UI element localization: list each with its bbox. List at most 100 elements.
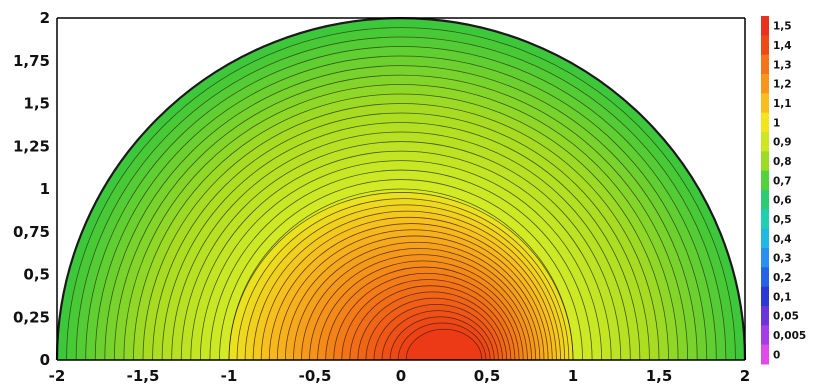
colorbar-swatch	[761, 248, 769, 268]
y-tick-label: 1	[40, 180, 50, 198]
inner-contour-line	[276, 229, 549, 361]
inner-contour-line	[349, 285, 512, 361]
inner-contour-line	[365, 297, 503, 361]
colorbar-swatch	[761, 209, 769, 230]
x-tick-label: 0	[396, 367, 406, 385]
y-tick-labels: 0 0,25 0,5 0,75 1 1,25 1,5 1,75 2	[13, 9, 50, 369]
colorbar-swatch	[761, 190, 769, 210]
colorbar-label: 0,9	[773, 137, 792, 149]
x-tick-label: 1	[568, 367, 578, 385]
outer-contour-line	[190, 150, 612, 361]
colorbar-label: 1	[773, 117, 780, 129]
colorbar-label: 1,5	[773, 21, 792, 33]
inner-contour-line	[325, 266, 524, 361]
y-tick-label: 2	[40, 9, 50, 27]
y-tick-label: 0,75	[13, 223, 50, 241]
outer-contour-line	[219, 179, 583, 361]
colorbar-label: 0,005	[773, 330, 806, 342]
colorbar-label: 1,4	[773, 40, 792, 52]
y-tick-label: 1,75	[13, 52, 50, 70]
inner-contour-line	[293, 242, 541, 361]
inner-contour-line	[373, 303, 499, 361]
colorbar-label: 1,3	[773, 59, 792, 71]
outer-contour-line	[171, 131, 631, 361]
x-tick-labels: -2 -1,5 -1 -0,5 0 0,5 1 1,5 2	[49, 367, 751, 385]
colorbar-swatch	[761, 170, 769, 191]
colorbar-swatch	[761, 286, 769, 307]
colorbar-swatch	[761, 16, 769, 36]
colorbar: 1,5 1,4 1,3 1,2 1,1 1 0,9 0,8 0,7 0,6 0,5 0,4 0,3 0,2…	[761, 16, 806, 365]
outer-contour-line	[75, 36, 727, 361]
colorbar-label: 0,8	[773, 156, 792, 168]
outer-contour-line	[66, 27, 736, 361]
inner-contour-line	[244, 204, 566, 361]
x-tick-label: 0,5	[474, 367, 501, 385]
y-tick-label: 0	[40, 351, 50, 369]
colorbar-label: 0,05	[773, 311, 799, 323]
outer-contour-line	[199, 160, 603, 361]
inner-contour-line	[389, 316, 491, 361]
colorbar-swatch	[761, 132, 769, 152]
inner-contour-line	[301, 248, 537, 361]
x-tick-label: 1,5	[646, 367, 673, 385]
contour-line-layer	[66, 27, 736, 361]
inner-contour-line	[381, 310, 495, 361]
outer-contour-line	[228, 188, 574, 361]
colorbar-swatch	[761, 344, 769, 365]
inner-contour-line	[252, 210, 561, 361]
outer-contour-line	[113, 74, 689, 361]
colorbar-label: 0,3	[773, 253, 792, 265]
outer-contour-line	[85, 46, 717, 361]
inner-contour-line	[357, 291, 508, 361]
colorbar-label: 0	[773, 349, 780, 361]
plot-axes	[56, 17, 746, 361]
inner-contour-line	[309, 254, 532, 361]
inner-contour-line	[333, 272, 520, 361]
colorbar-label: 0,4	[773, 233, 792, 245]
inner-contour-line	[260, 216, 557, 361]
x-tick-label: -0,5	[299, 367, 332, 385]
outer-contour-line	[152, 112, 650, 361]
colorbar-swatch	[761, 151, 769, 172]
colorbar-label: 0,5	[773, 214, 792, 226]
colorbar-label: 0,7	[773, 175, 792, 187]
colorbar-swatch	[761, 93, 769, 114]
inner-contour-line	[397, 322, 487, 361]
colorbar-swatch	[761, 54, 769, 75]
outer-contour-line	[180, 141, 622, 361]
outer-contour-line	[161, 122, 641, 361]
outer-contour-line	[133, 93, 669, 361]
x-tick-label: 2	[740, 367, 750, 385]
colorbar-swatch	[761, 306, 769, 326]
colorbar-swatch	[761, 325, 769, 346]
colorbar-swatch	[761, 112, 769, 133]
y-tick-label: 1,25	[13, 137, 50, 155]
colorbar-swatch	[761, 35, 769, 56]
colorbar-label: 0,1	[773, 291, 792, 303]
outer-contour-line	[94, 55, 708, 361]
colorbar-label: 0,2	[773, 272, 792, 284]
inner-contour-line	[341, 279, 516, 361]
outer-contour-line	[123, 84, 679, 361]
x-tick-label: -1	[221, 367, 238, 385]
outer-contour-line	[142, 103, 660, 361]
colorbar-swatch	[761, 228, 769, 249]
y-tick-label: 0,25	[13, 308, 50, 326]
colorbar-label: 1,1	[773, 98, 792, 110]
inner-contour-line	[228, 192, 574, 361]
inner-contour-line	[268, 223, 553, 361]
colorbar-swatch	[761, 74, 769, 94]
colorbar-swatch	[761, 267, 769, 288]
y-tick-label: 0,5	[23, 266, 50, 284]
inner-contour-line	[284, 235, 545, 361]
outer-contour-line	[104, 65, 698, 361]
inner-contour-band	[406, 329, 482, 360]
colorbar-label: 0,6	[773, 195, 792, 207]
inner-contour-line	[405, 328, 483, 361]
outer-contour-line	[209, 169, 593, 361]
x-tick-label: -1,5	[127, 367, 160, 385]
x-tick-label: -2	[49, 367, 66, 385]
inner-contour-line	[317, 260, 528, 361]
y-tick-label: 1,5	[23, 95, 50, 113]
